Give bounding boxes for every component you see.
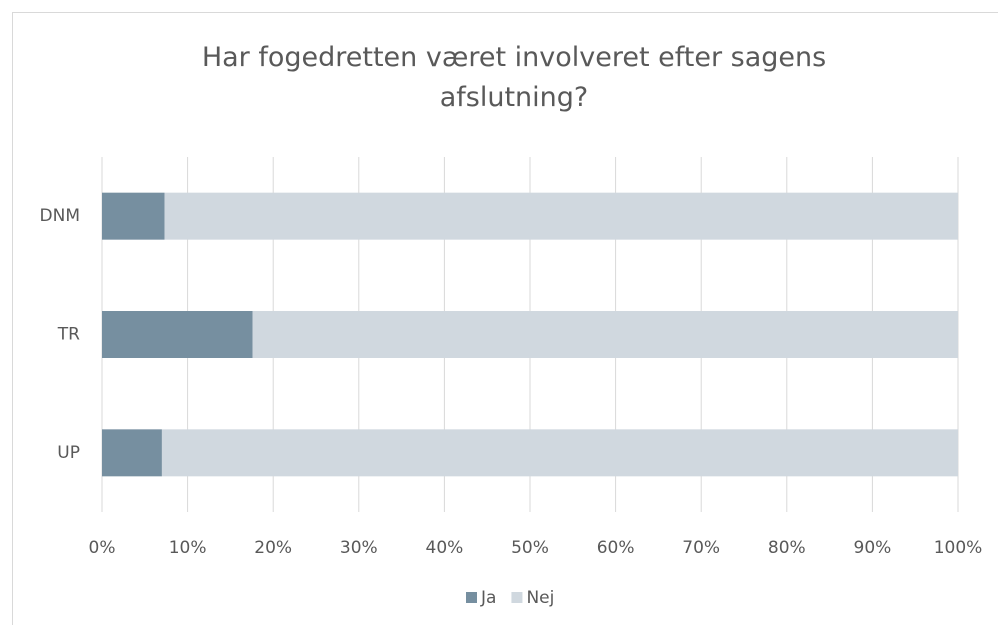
bar-segment <box>252 311 958 358</box>
legend-swatch <box>466 592 477 603</box>
x-tick-label: 90% <box>854 538 892 558</box>
x-tick-label: 30% <box>340 538 378 558</box>
bar-segment <box>164 192 958 240</box>
y-tick-label: UP <box>57 443 80 463</box>
legend-swatch <box>511 592 523 603</box>
x-tick-label: 40% <box>426 538 464 558</box>
x-tick-label: 100% <box>934 538 983 558</box>
legend-label: Nej <box>526 588 554 608</box>
x-tick-label: 50% <box>511 538 549 558</box>
x-tick-label: 60% <box>597 538 635 558</box>
x-tick-label: 0% <box>89 538 116 558</box>
x-tick-label: 20% <box>254 538 292 558</box>
bar-segment <box>102 429 162 477</box>
x-tick-label: 10% <box>169 538 207 558</box>
x-tick-label: 70% <box>682 538 720 558</box>
bar-segment <box>102 311 253 358</box>
bar-segment <box>102 192 165 240</box>
bar-segment <box>161 429 959 477</box>
y-tick-label: TR <box>57 325 80 345</box>
legend-label: Ja <box>480 588 496 608</box>
y-tick-label: DNM <box>40 206 80 226</box>
chart-title: Har fogedretten været involveret efter s… <box>201 42 827 113</box>
chart-border <box>12 12 998 625</box>
x-tick-label: 80% <box>768 538 806 558</box>
